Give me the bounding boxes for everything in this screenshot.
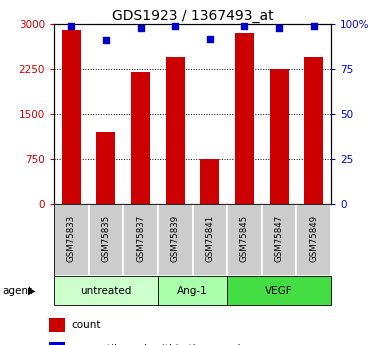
Text: count: count: [71, 320, 100, 330]
Bar: [235, 33, 254, 204]
Bar: [123, 204, 158, 276]
Bar: [270, 69, 289, 204]
Bar: [227, 204, 262, 276]
Text: GSM75835: GSM75835: [101, 215, 110, 262]
Bar: [49, 318, 65, 332]
Bar: [262, 204, 296, 276]
Point: [207, 36, 213, 41]
Text: GSM75849: GSM75849: [309, 215, 318, 262]
Bar: [227, 276, 331, 305]
Text: VEGF: VEGF: [265, 286, 293, 296]
Text: GSM75833: GSM75833: [67, 215, 76, 262]
Text: GSM75847: GSM75847: [275, 215, 284, 262]
Text: GSM75839: GSM75839: [171, 215, 180, 262]
Bar: [158, 204, 192, 276]
Bar: [62, 30, 81, 204]
Point: [103, 38, 109, 43]
Point: [276, 25, 282, 30]
Bar: [89, 204, 123, 276]
Point: [68, 23, 74, 29]
Bar: [304, 57, 323, 204]
Bar: [54, 204, 89, 276]
Bar: [49, 342, 65, 345]
Text: agent: agent: [2, 286, 32, 296]
Point: [137, 25, 144, 30]
Bar: [131, 72, 150, 204]
Text: GSM75841: GSM75841: [205, 215, 214, 262]
Bar: [192, 204, 227, 276]
Bar: [166, 57, 185, 204]
Bar: [158, 276, 227, 305]
Point: [311, 23, 317, 29]
Point: [172, 23, 178, 29]
Point: [241, 23, 248, 29]
Text: percentile rank within the sample: percentile rank within the sample: [71, 344, 247, 345]
Bar: [200, 159, 219, 204]
Text: untreated: untreated: [80, 286, 132, 296]
Bar: [296, 204, 331, 276]
Text: Ang-1: Ang-1: [177, 286, 208, 296]
Bar: [96, 132, 116, 204]
Text: ▶: ▶: [28, 286, 35, 296]
Bar: [54, 276, 158, 305]
Title: GDS1923 / 1367493_at: GDS1923 / 1367493_at: [112, 9, 273, 23]
Text: GSM75837: GSM75837: [136, 215, 145, 262]
Text: GSM75845: GSM75845: [240, 215, 249, 262]
